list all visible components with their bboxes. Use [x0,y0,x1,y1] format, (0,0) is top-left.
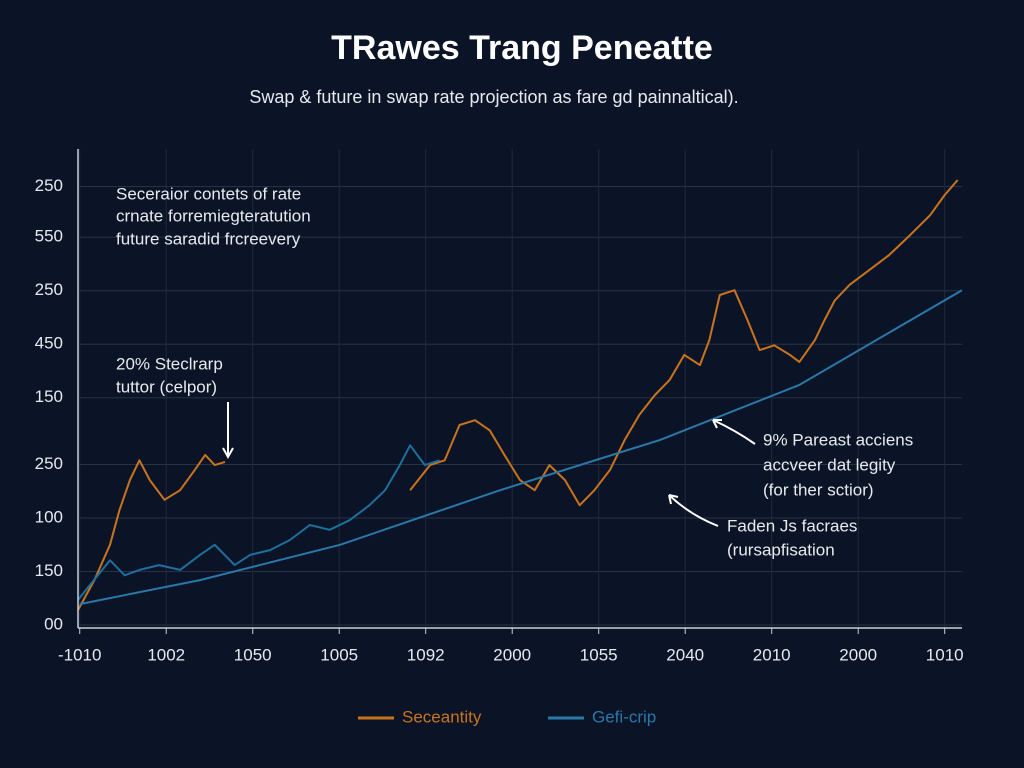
annotation-text: Seceraior contets of rate [116,184,301,203]
annotation-text: (rursapfisation [727,540,835,559]
annotation: Faden Js facraes (rursapfisation [668,494,857,559]
x-tick-label: 2040 [666,645,704,664]
x-tick-label: 1002 [147,645,185,664]
x-tick-label: 1092 [407,645,445,664]
x-tick-label: -1010 [58,645,101,664]
x-tick-label: 2010 [753,645,791,664]
series-line [79,289,963,606]
annotation-text: tuttor (celpor) [116,377,217,396]
y-tick-label: 100 [35,508,63,527]
annotation: Seceraior contets of rate crnate forremi… [116,184,311,248]
annotation-text: crnate forremiegteratution [116,206,311,225]
annotation-arrow [668,494,719,527]
annotation-text: future saradid frcreevery [116,229,301,248]
x-tick-label: 1055 [580,645,618,664]
x-tick-label: 1010 [926,645,964,664]
legend-label: Gefi-crip [592,707,656,726]
annotation-text: Faden Js facraes [727,516,857,535]
chart-subtitle: Swap & future in swap rate projection as… [249,87,738,107]
y-tick-label: 250 [35,454,63,473]
x-tick-label: 2000 [839,645,877,664]
x-tick-label: 1005 [320,645,358,664]
annotation-text: (for ther sctior) [763,480,874,499]
y-tick-label: 250 [35,280,63,299]
annotation: 20% Steclrarp tuttor (celpor) [116,354,234,460]
y-tick-label: 250 [35,176,63,195]
x-tick-label: 2000 [493,645,531,664]
chart-title: TRawes Trang Peneatte [331,29,713,67]
y-tick-label: 150 [35,561,63,580]
series-line [77,444,440,601]
y-tick-label: 550 [35,227,63,246]
annotation-arrow [712,419,756,445]
y-tick-label: 00 [44,614,63,633]
y-tick-label: 150 [35,387,63,406]
annotation-text: accveer dat legity [763,455,896,474]
annotation: 9% Pareast acciens accveer dat legity (f… [712,419,913,499]
x-tick-label: 1050 [234,645,272,664]
y-tick-label: 450 [35,334,63,353]
annotation-text: 9% Pareast acciens [763,430,913,449]
legend-label: Seceantity [402,707,482,726]
series-line [77,179,959,611]
annotation-text: 20% Steclrarp [116,354,223,373]
annotation-arrow [222,402,234,460]
